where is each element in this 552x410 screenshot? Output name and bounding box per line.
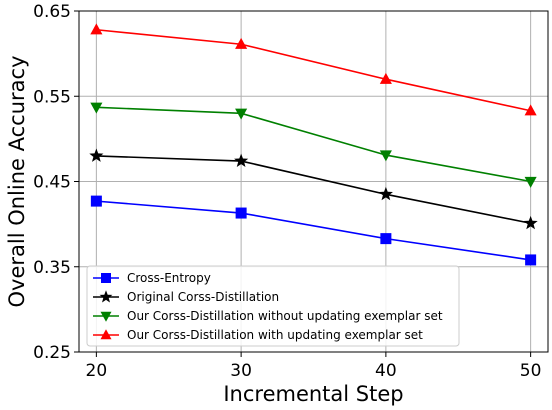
star-marker [234, 153, 249, 168]
plot-series [89, 23, 538, 266]
triangle-up-marker [235, 37, 248, 49]
series-3 [90, 23, 537, 116]
series-line [96, 106, 531, 183]
star-marker [89, 148, 104, 162]
series-2 [90, 102, 537, 188]
triangle-down-marker [100, 311, 112, 322]
series-0 [90, 195, 537, 266]
legend-item: Original Corss-Distillation [93, 290, 279, 304]
triangle-down-marker [90, 102, 103, 114]
triangle-up-marker [524, 104, 537, 116]
legend-item: Our Corss-Distillation without updating … [93, 309, 443, 323]
triangle-up-marker [379, 72, 392, 84]
y-tick-label: 0.35 [33, 258, 71, 278]
star-marker [99, 290, 113, 303]
legend-label: Our Corss-Distillation with updating exe… [127, 328, 423, 342]
triangle-up-marker [100, 329, 112, 340]
legend-item: Cross-Entropy [93, 271, 211, 285]
series-line [96, 28, 531, 112]
triangle-down-marker [235, 108, 248, 120]
square-marker [235, 207, 247, 219]
star-marker [378, 186, 393, 201]
series-line [96, 200, 531, 261]
star-marker [523, 215, 538, 230]
y-axis-label: Overall Online Accuracy [5, 55, 29, 307]
y-tick-label: 0.55 [33, 87, 71, 107]
square-marker [380, 233, 392, 245]
square-marker [101, 273, 111, 283]
legend-label: Our Corss-Distillation without updating … [127, 309, 443, 323]
axis-ticks: 20 30 40 50 0.25 0.35 0.45 0.55 0.65 [33, 2, 541, 381]
series-line [96, 155, 531, 225]
legend-label: Original Corss-Distillation [127, 290, 279, 304]
legend-box [86, 265, 460, 347]
square-marker [525, 254, 537, 266]
x-tick-label: 40 [375, 361, 397, 381]
y-tick-label: 0.45 [33, 173, 71, 193]
x-tick-label: 20 [86, 361, 108, 381]
legend-item: Our Corss-Distillation with updating exe… [93, 328, 423, 342]
triangle-up-marker [90, 23, 103, 35]
legend-label: Cross-Entropy [127, 271, 211, 285]
series-1 [89, 148, 538, 230]
legend: Cross-Entropy Original Corss-Distillation… [86, 265, 460, 347]
x-tick-label: 50 [520, 361, 542, 381]
y-tick-label: 0.65 [33, 2, 71, 22]
x-axis-label: Incremental Step [223, 382, 403, 406]
triangle-down-marker [524, 176, 537, 188]
triangle-down-marker [379, 150, 392, 162]
x-tick-label: 30 [230, 361, 252, 381]
y-tick-label: 0.25 [33, 343, 71, 363]
square-marker [90, 195, 102, 207]
